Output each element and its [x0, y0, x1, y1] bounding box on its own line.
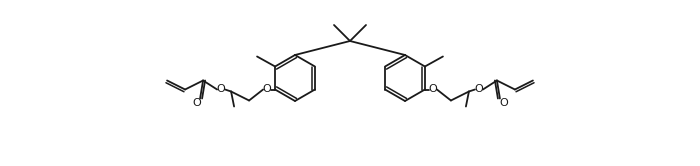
Text: O: O [475, 83, 483, 93]
Text: O: O [428, 83, 438, 93]
Text: O: O [500, 98, 508, 109]
Text: O: O [262, 83, 272, 93]
Text: O: O [193, 98, 202, 109]
Text: O: O [217, 83, 225, 93]
